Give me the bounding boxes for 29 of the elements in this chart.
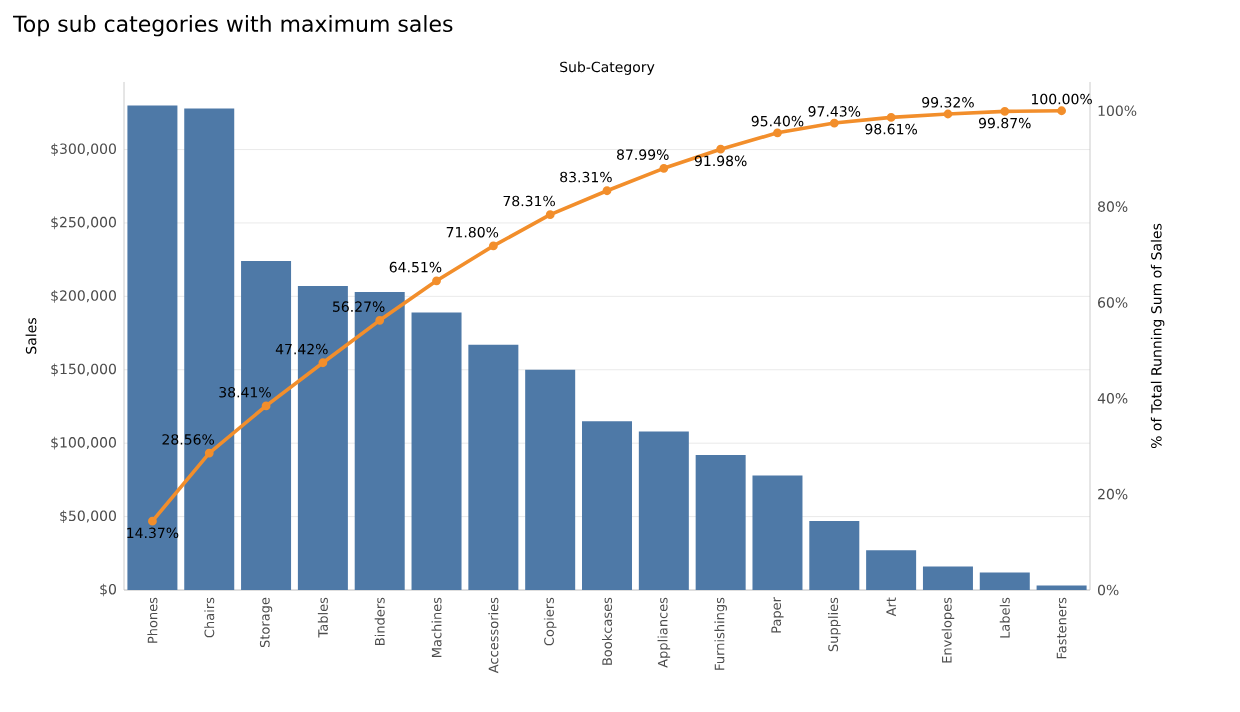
bar (695, 454, 746, 590)
point (488, 241, 498, 251)
bar (752, 475, 803, 590)
bar (468, 344, 519, 590)
point (1057, 106, 1067, 116)
point (148, 516, 157, 526)
bar (809, 520, 860, 590)
bar (525, 369, 576, 590)
point (318, 358, 328, 368)
point (829, 118, 839, 128)
point (375, 315, 385, 325)
bar (582, 421, 633, 590)
point (886, 113, 896, 122)
bar (638, 431, 689, 590)
point (432, 276, 441, 286)
bar (922, 566, 973, 590)
point (204, 448, 214, 458)
point (1000, 106, 1010, 116)
point (602, 186, 612, 196)
point (943, 109, 953, 119)
point (659, 163, 669, 173)
bar (866, 550, 917, 590)
bar (411, 312, 462, 590)
point (773, 128, 782, 138)
point (545, 210, 555, 220)
bar (979, 572, 1030, 590)
point (716, 144, 726, 154)
point (261, 401, 271, 411)
chart-title: Top sub categories with maximum sales (13, 15, 453, 37)
